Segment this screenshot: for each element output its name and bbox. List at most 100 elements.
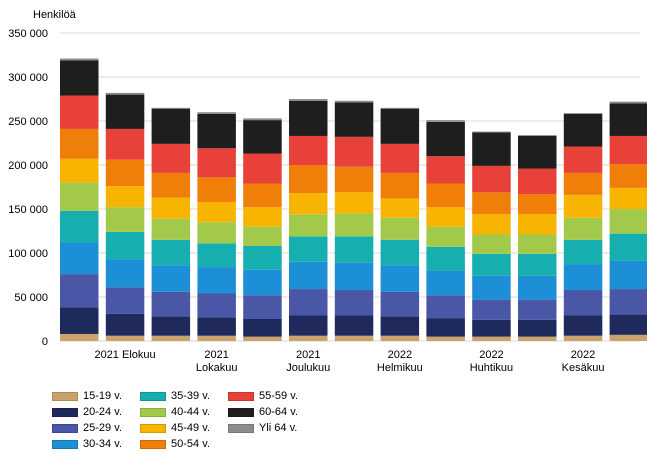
bar-segment <box>426 246 465 271</box>
legend-swatch <box>52 439 78 449</box>
bar-segment <box>151 291 191 317</box>
bar-segment <box>289 289 328 316</box>
bar-segment <box>60 95 99 129</box>
bar-segment <box>105 231 145 260</box>
bar-segment <box>563 194 603 218</box>
x-tick-label: 2021 Elokuu <box>94 349 155 361</box>
bar-segment <box>105 207 145 232</box>
y-axis-ticks: 0 50 000 100 000 150 000 200 000 250 000 300 0… <box>8 28 48 348</box>
bar-segment <box>197 222 236 244</box>
bar-segment <box>197 177 236 202</box>
bar-segment <box>334 100 374 103</box>
y-tick-label: 150 000 <box>8 204 48 216</box>
bar-segment <box>426 336 465 341</box>
bar-segment <box>380 198 420 218</box>
bar-segment <box>563 146 603 173</box>
bar-segment <box>60 182 99 211</box>
bar-segment <box>518 168 557 195</box>
bar-segment <box>380 143 420 173</box>
bar-segment <box>151 172 191 198</box>
legend-swatch <box>228 407 254 417</box>
bar-stack <box>518 135 557 341</box>
bar-segment <box>472 165 511 193</box>
bar-segment <box>289 193 328 215</box>
bar-segment <box>151 316 191 336</box>
bar-stack <box>380 107 420 341</box>
bar-segment <box>243 120 282 154</box>
y-tick-label: 300 000 <box>8 72 48 84</box>
bar-segment <box>289 315 328 336</box>
bar-segment <box>60 333 99 341</box>
bar-stack <box>609 101 647 341</box>
bar-segment <box>243 118 282 121</box>
bar-segment <box>518 135 557 136</box>
bar-segment <box>105 313 145 336</box>
bar-segment <box>380 265 420 292</box>
legend-item: 20-24 v. <box>52 406 122 418</box>
bar-segment <box>60 210 99 243</box>
bar-segment <box>334 262 374 290</box>
bar-segment <box>609 101 647 104</box>
bar-segment <box>609 314 647 335</box>
bar-segment <box>151 143 191 173</box>
bar-segment <box>243 269 282 296</box>
bar-segment <box>426 120 465 122</box>
legend-item: 50-54 v. <box>140 438 210 450</box>
bar-segment <box>426 156 465 184</box>
bar-segment <box>105 94 145 129</box>
bar-segment <box>197 243 236 268</box>
bar-segment <box>426 270 465 296</box>
bar-segment <box>426 183 465 208</box>
bar-segment <box>151 239 191 266</box>
bar-stack <box>243 118 282 341</box>
bar-stack <box>289 99 328 341</box>
bar-segment <box>563 264 603 290</box>
bar-segment <box>243 153 282 184</box>
bar-segment <box>334 335 374 341</box>
bar-segment <box>426 121 465 157</box>
bar-segment <box>518 253 557 276</box>
bar-segment <box>472 234 511 254</box>
bar-segment <box>472 253 511 276</box>
legend-swatch <box>52 407 78 417</box>
bar-segment <box>518 135 557 169</box>
bar-segment <box>105 186 145 208</box>
legend-item: 25-29 v. <box>52 422 122 434</box>
bar-segment <box>472 132 511 166</box>
bar-segment <box>197 148 236 178</box>
bar-segment <box>334 213 374 237</box>
legend-item: 35-39 v. <box>140 390 210 402</box>
x-tick-label: 2022 Huhtikuu <box>470 349 513 374</box>
y-tick-label: 0 <box>42 336 48 348</box>
bar-segment <box>472 131 511 133</box>
bar-segment <box>151 108 191 144</box>
bar-segment <box>197 112 236 114</box>
bar-segment <box>151 218 191 240</box>
bar-segment <box>60 274 99 308</box>
bar-segment <box>472 192 511 215</box>
bar-segment <box>289 165 328 194</box>
bar-segment <box>380 217 420 240</box>
legend-item: 55-59 v. <box>228 390 298 402</box>
bar-segment <box>243 295 282 319</box>
bar-segment <box>289 261 328 290</box>
legend-swatch <box>140 423 166 433</box>
bar-segment <box>151 107 191 109</box>
bar-segment <box>289 99 328 101</box>
legend-label: 40-44 v. <box>171 406 210 418</box>
bar-segment <box>518 214 557 235</box>
legend-swatch <box>228 423 254 433</box>
bar-segment <box>60 58 99 61</box>
bar-segment <box>518 299 557 320</box>
bar-segment <box>563 239 603 265</box>
bar-segment <box>518 275 557 300</box>
bar-segment <box>197 335 236 341</box>
bar-stack <box>60 58 99 341</box>
legend-label: 25-29 v. <box>83 422 122 434</box>
bar-segment <box>609 135 647 165</box>
bar-segment <box>243 207 282 227</box>
bar-segment <box>563 113 603 147</box>
bar-segment <box>609 164 647 188</box>
